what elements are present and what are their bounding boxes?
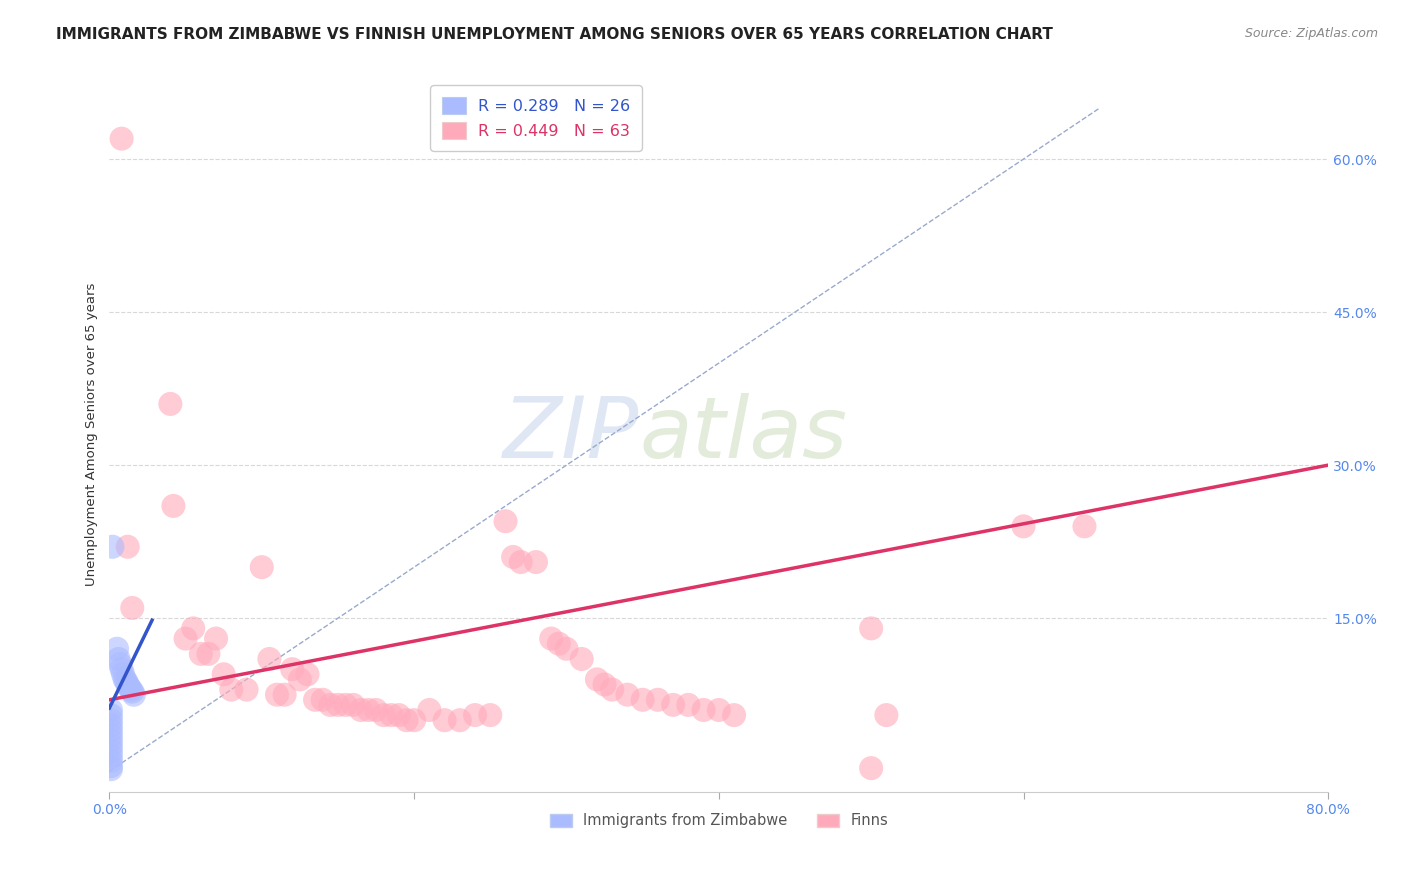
Point bbox=[678, 698, 700, 712]
Point bbox=[404, 713, 426, 727]
Point bbox=[100, 754, 122, 768]
Point bbox=[273, 688, 295, 702]
Point bbox=[875, 708, 897, 723]
Point bbox=[281, 662, 304, 676]
Point bbox=[205, 632, 228, 646]
Legend: Immigrants from Zimbabwe, Finns: Immigrants from Zimbabwe, Finns bbox=[544, 807, 894, 834]
Point bbox=[105, 641, 128, 656]
Point bbox=[159, 397, 181, 411]
Point bbox=[495, 514, 517, 528]
Point bbox=[707, 703, 730, 717]
Text: Source: ZipAtlas.com: Source: ZipAtlas.com bbox=[1244, 27, 1378, 40]
Point bbox=[723, 708, 745, 723]
Point bbox=[122, 688, 145, 702]
Point bbox=[235, 682, 257, 697]
Point bbox=[100, 733, 122, 747]
Point bbox=[860, 761, 883, 775]
Point bbox=[100, 739, 122, 753]
Point bbox=[350, 703, 373, 717]
Point bbox=[100, 748, 122, 763]
Point bbox=[100, 729, 122, 743]
Point bbox=[162, 499, 184, 513]
Text: IMMIGRANTS FROM ZIMBABWE VS FINNISH UNEMPLOYMENT AMONG SENIORS OVER 65 YEARS COR: IMMIGRANTS FROM ZIMBABWE VS FINNISH UNEM… bbox=[56, 27, 1053, 42]
Point bbox=[221, 682, 243, 697]
Point bbox=[335, 698, 357, 712]
Point bbox=[433, 713, 456, 727]
Point bbox=[388, 708, 411, 723]
Point bbox=[114, 673, 136, 687]
Point bbox=[373, 708, 395, 723]
Point bbox=[297, 667, 319, 681]
Point bbox=[259, 652, 281, 666]
Point bbox=[110, 131, 132, 145]
Point bbox=[100, 708, 122, 723]
Point bbox=[118, 681, 141, 695]
Point bbox=[540, 632, 562, 646]
Point bbox=[509, 555, 531, 569]
Point bbox=[250, 560, 273, 574]
Point bbox=[647, 693, 669, 707]
Point bbox=[395, 713, 418, 727]
Point bbox=[181, 621, 204, 635]
Text: ZIP: ZIP bbox=[503, 393, 640, 476]
Point bbox=[100, 759, 122, 773]
Point bbox=[1012, 519, 1035, 533]
Point bbox=[616, 688, 638, 702]
Point bbox=[266, 688, 288, 702]
Point bbox=[464, 708, 486, 723]
Point bbox=[100, 713, 122, 727]
Point bbox=[364, 703, 387, 717]
Point bbox=[692, 703, 714, 717]
Point bbox=[100, 762, 122, 776]
Point bbox=[524, 555, 547, 569]
Point bbox=[319, 698, 342, 712]
Point bbox=[593, 677, 616, 691]
Y-axis label: Unemployment Among Seniors over 65 years: Unemployment Among Seniors over 65 years bbox=[86, 283, 98, 586]
Point bbox=[108, 657, 131, 671]
Point bbox=[342, 698, 364, 712]
Point bbox=[380, 708, 402, 723]
Point bbox=[121, 684, 143, 698]
Point bbox=[110, 662, 132, 676]
Point bbox=[117, 677, 139, 691]
Point bbox=[586, 673, 609, 687]
Point bbox=[502, 549, 524, 564]
Point bbox=[100, 703, 122, 717]
Point bbox=[117, 540, 139, 554]
Point bbox=[312, 693, 335, 707]
Point bbox=[197, 647, 219, 661]
Point bbox=[304, 693, 326, 707]
Text: atlas: atlas bbox=[640, 393, 848, 476]
Point bbox=[418, 703, 440, 717]
Point bbox=[101, 540, 124, 554]
Point bbox=[600, 682, 623, 697]
Point bbox=[100, 718, 122, 732]
Point bbox=[107, 652, 129, 666]
Point bbox=[120, 682, 142, 697]
Point bbox=[100, 723, 122, 738]
Point bbox=[547, 637, 569, 651]
Point bbox=[449, 713, 471, 727]
Point bbox=[112, 667, 135, 681]
Point bbox=[631, 693, 654, 707]
Point bbox=[860, 621, 883, 635]
Point bbox=[212, 667, 235, 681]
Point bbox=[479, 708, 502, 723]
Point bbox=[100, 744, 122, 758]
Point bbox=[571, 652, 593, 666]
Point bbox=[662, 698, 685, 712]
Point bbox=[357, 703, 380, 717]
Point bbox=[121, 601, 143, 615]
Point bbox=[174, 632, 197, 646]
Point bbox=[326, 698, 349, 712]
Point bbox=[1073, 519, 1095, 533]
Point bbox=[288, 673, 311, 687]
Point bbox=[555, 641, 578, 656]
Point bbox=[190, 647, 212, 661]
Point bbox=[115, 674, 138, 689]
